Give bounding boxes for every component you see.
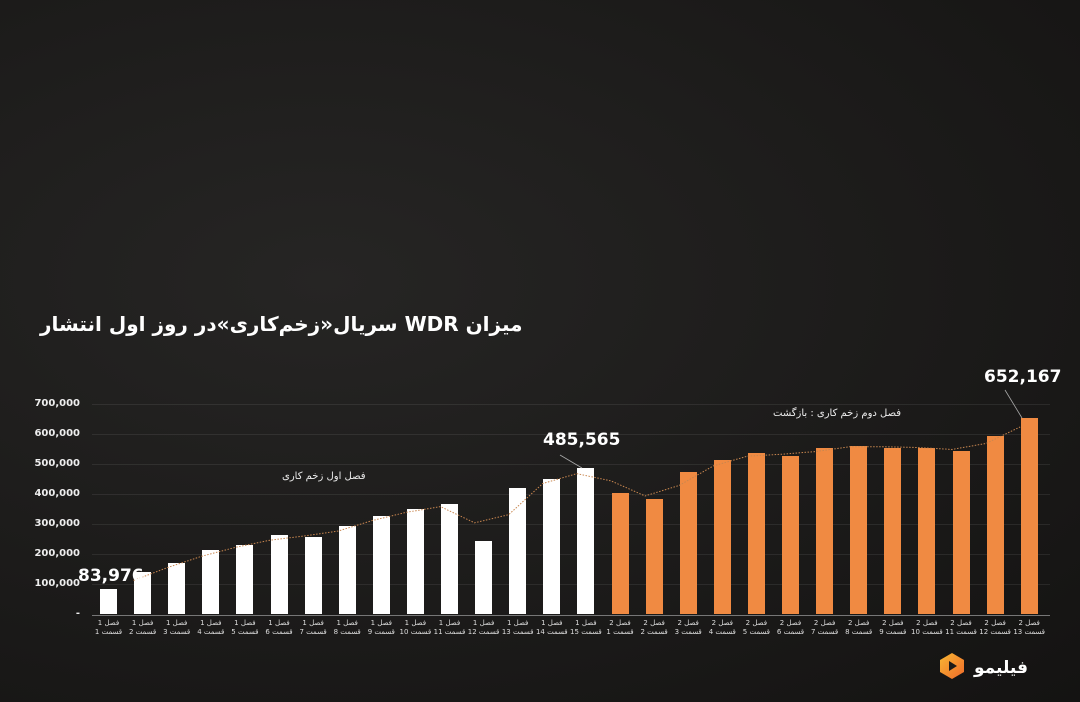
bar bbox=[475, 541, 493, 614]
x-tick-label: فصل 2 قسمت 3 bbox=[674, 619, 702, 636]
bar bbox=[816, 447, 834, 614]
x-tick-label: فصل 1 قسمت 5 bbox=[231, 619, 259, 636]
gridline bbox=[92, 524, 1050, 525]
bar bbox=[236, 545, 254, 614]
gridline bbox=[92, 464, 1050, 465]
x-tick-label: فصل 1 قسمت 10 bbox=[399, 619, 432, 636]
x-tick-label: فصل 1 قسمت 8 bbox=[333, 619, 361, 636]
bar bbox=[270, 535, 288, 614]
bar bbox=[168, 563, 186, 614]
gridline bbox=[92, 494, 1050, 495]
bar bbox=[577, 468, 595, 614]
bar bbox=[509, 488, 527, 614]
x-tick-label: فصل 1 قسمت 9 bbox=[367, 619, 395, 636]
filimo-logo: فیلیمو bbox=[938, 652, 1028, 684]
x-tick-label: فصل 1 قسمت 15 bbox=[570, 619, 602, 636]
bar bbox=[747, 452, 765, 614]
first-value-callout: 83,976 bbox=[78, 566, 144, 586]
bar bbox=[679, 472, 697, 614]
s2-peak-callout: 652,167 bbox=[984, 367, 1062, 387]
bar bbox=[338, 525, 356, 614]
x-tick-label: فصل 1 قسمت 13 bbox=[501, 619, 534, 636]
y-tick-label: 500,000 bbox=[34, 458, 80, 469]
x-tick-label: فصل 2 قسمت 10 bbox=[911, 619, 943, 636]
gridline bbox=[92, 434, 1050, 435]
bar bbox=[1020, 418, 1038, 614]
bar bbox=[134, 572, 152, 614]
bar bbox=[441, 504, 458, 614]
bar bbox=[304, 536, 322, 614]
x-tick-label: فصل 2 قسمت 2 bbox=[640, 619, 668, 636]
y-tick-label: 100,000 bbox=[34, 578, 80, 589]
x-tick-label: فصل 2 قسمت 12 bbox=[979, 619, 1011, 636]
x-tick-label: فصل 2 قسمت 1 bbox=[606, 619, 634, 636]
x-tick-label: فصل 2 قسمت 8 bbox=[845, 619, 873, 636]
y-tick-label: - bbox=[75, 608, 80, 619]
play-hexagon-icon bbox=[938, 652, 966, 684]
x-tick-label: فصل 1 قسمت 4 bbox=[197, 619, 225, 636]
y-tick-label: 400,000 bbox=[34, 488, 80, 499]
x-tick-label: فصل 1 قسمت 14 bbox=[535, 619, 568, 636]
x-tick-label: فصل 2 قسمت 11 bbox=[945, 619, 977, 636]
season2-label: فصل دوم زخم کاری : بازگشت bbox=[773, 408, 902, 419]
x-tick-label: فصل 1 قسمت 7 bbox=[299, 619, 327, 636]
bar bbox=[713, 459, 731, 614]
x-tick-label: فصل 2 قسمت 9 bbox=[879, 619, 907, 636]
gridline bbox=[92, 554, 1050, 555]
y-tick-label: 300,000 bbox=[34, 518, 80, 529]
bar bbox=[100, 588, 117, 614]
s1-peak-callout: 485,565 bbox=[543, 430, 621, 450]
y-tick-label: 700,000 bbox=[34, 398, 80, 409]
logo-text: فیلیمو bbox=[974, 658, 1029, 678]
bar bbox=[918, 447, 936, 614]
bar bbox=[372, 515, 390, 614]
x-tick-label: فصل 1 قسمت 6 bbox=[265, 619, 293, 636]
bar bbox=[202, 549, 220, 614]
bar bbox=[782, 455, 799, 614]
x-axis-line bbox=[92, 615, 1050, 616]
bar bbox=[611, 493, 629, 614]
bar bbox=[884, 447, 902, 614]
bar bbox=[986, 435, 1004, 614]
x-tick-label: فصل 1 قسمت 1 bbox=[94, 619, 123, 636]
y-tick-label: 200,000 bbox=[34, 548, 80, 559]
bar bbox=[543, 479, 561, 614]
gridline bbox=[92, 584, 1050, 585]
bar bbox=[850, 446, 868, 614]
x-tick-label: فصل 1 قسمت 3 bbox=[163, 619, 191, 636]
y-tick-label: 600,000 bbox=[34, 428, 80, 439]
x-tick-label: فصل 2 قسمت 5 bbox=[742, 619, 770, 636]
season1-label: فصل اول زخم کاری bbox=[282, 471, 366, 482]
x-tick-label: فصل 1 قسمت 11 bbox=[433, 619, 466, 636]
x-tick-label: فصل 2 قسمت 13 bbox=[1013, 619, 1046, 636]
bar bbox=[952, 451, 970, 614]
x-tick-label: فصل 2 قسمت 4 bbox=[708, 619, 736, 636]
bar bbox=[645, 498, 663, 614]
chart-title: میزان WDR سریال«زخم‌کاری»در روز اول انتش… bbox=[40, 312, 523, 336]
gridline bbox=[92, 404, 1050, 405]
x-tick-label: فصل 2 قسمت 7 bbox=[810, 619, 839, 636]
x-tick-label: فصل 2 قسمت 6 bbox=[776, 619, 805, 636]
bar bbox=[406, 509, 424, 614]
x-tick-label: فصل 1 قسمت 2 bbox=[128, 619, 157, 636]
x-tick-label: فصل 1 قسمت 12 bbox=[467, 619, 500, 636]
